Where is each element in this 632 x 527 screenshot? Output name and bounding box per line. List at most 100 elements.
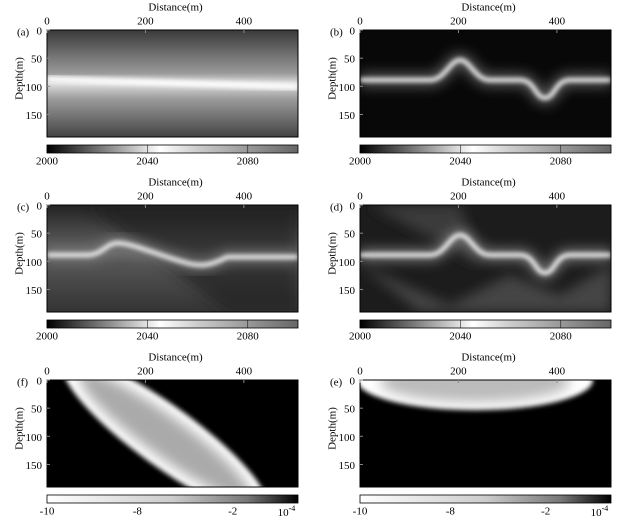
panel-label: (e) [330, 377, 343, 389]
image-frame [46, 204, 299, 313]
y-axis-label: Depth(m) [14, 57, 26, 100]
colorbar [46, 494, 299, 504]
x-tick-label: 200 [450, 191, 467, 203]
y-tick-label: 50 [31, 54, 43, 66]
tick-exponent: -4 [289, 504, 296, 513]
y-tick-label: 100 [339, 432, 356, 444]
colorbar-tick-label: 2040 [449, 156, 472, 168]
x-axis-label: Distance(m) [461, 2, 516, 14]
colorbar-tick-label: -10 [353, 506, 368, 518]
panel-image [47, 30, 298, 137]
colorbar-tick-label: 2000 [36, 331, 59, 343]
image-frame [359, 379, 612, 488]
colorbar-tick-label: 2080 [237, 156, 260, 168]
colorbar-tick-label: 2000 [36, 156, 59, 168]
colorbar-tick-label: 2000 [349, 331, 372, 343]
x-tick-label: 400 [549, 16, 566, 28]
image-frame [359, 29, 612, 138]
y-tick-label: 100 [26, 82, 43, 94]
texture [370, 205, 480, 265]
panel-image [360, 380, 611, 487]
x-tick-label: 0 [357, 191, 363, 203]
panel: Distance(m) (d) Depth(m) 0 200 400 0 50 100 150 20… [327, 177, 612, 343]
colorbar-tick-label: 2080 [550, 331, 573, 343]
y-tick-label: 100 [26, 257, 43, 269]
x-tick-label: 200 [137, 191, 154, 203]
panel-label: (c) [17, 202, 30, 214]
y-tick-label: 150 [26, 110, 43, 122]
panel-label: (b) [330, 27, 343, 39]
x-tick-label: 400 [549, 366, 566, 378]
y-tick-label: 150 [26, 460, 43, 472]
y-tick-label: 0 [350, 201, 356, 213]
x-axis-label: Distance(m) [148, 352, 203, 364]
colorbar-tick-label: 2080 [237, 331, 260, 343]
y-tick-label: 150 [339, 110, 356, 122]
y-axis-label: Depth(m) [14, 407, 26, 450]
panel: Distance(m) (a) Depth(m) 0 200 400 0 50 100 150 20… [14, 2, 299, 168]
colorbar-tick-label: -2 [228, 506, 237, 518]
y-tick-label: 50 [344, 229, 356, 241]
reflector-glow [47, 76, 298, 90]
panel-label: (f) [17, 377, 28, 389]
x-axis-label: Distance(m) [148, 2, 203, 14]
y-axis-label: Depth(m) [327, 407, 339, 450]
y-tick-label: 50 [31, 404, 43, 416]
panel-label: (d) [330, 202, 343, 214]
image-frame [46, 29, 299, 138]
colorbar-tick-label: -2 [541, 506, 550, 518]
tick-base: 10 [591, 507, 603, 519]
colorbar-tick-label: 2040 [136, 156, 159, 168]
panel-image [47, 205, 298, 312]
colorbar-tick-label: 2000 [349, 156, 372, 168]
panel: Distance(m) (e) Depth(m) 0 200 400 0 50 100 150 -1… [327, 352, 612, 519]
ellipse-inner [380, 380, 570, 402]
y-tick-label: 50 [344, 404, 356, 416]
y-axis-label: Depth(m) [327, 57, 339, 100]
colorbar [46, 319, 299, 329]
x-tick-label: 200 [137, 16, 154, 28]
y-tick-label: 50 [344, 54, 356, 66]
x-tick-label: 0 [44, 16, 50, 28]
y-tick-label: 0 [350, 376, 356, 388]
image-frame [46, 379, 299, 488]
y-tick-label: 100 [26, 432, 43, 444]
panel-label: (a) [17, 27, 30, 39]
colorbar-tick-label: 10-4 [278, 504, 296, 519]
x-tick-label: 400 [236, 191, 253, 203]
colorbar-tick-label: 2040 [136, 331, 159, 343]
x-tick-label: 0 [357, 366, 363, 378]
colorbar-tick-label: -8 [133, 506, 143, 518]
panel: Distance(m) (f) Depth(m) 0 200 400 0 50 100 150 -1… [14, 352, 299, 519]
panel: Distance(m) (b) Depth(m) 0 200 400 0 50 100 150 20… [327, 2, 612, 168]
colorbar-tick-label: -8 [446, 506, 456, 518]
x-tick-label: 0 [44, 191, 50, 203]
colorbar [46, 144, 299, 154]
colorbar-tick-label: 2040 [449, 331, 472, 343]
ellipse-inner [79, 380, 251, 487]
panel-image [360, 30, 611, 137]
colorbar [359, 319, 612, 329]
x-axis-label: Distance(m) [461, 352, 516, 364]
x-tick-label: 200 [137, 366, 154, 378]
panel: Distance(m) (c) Depth(m) 0 200 400 0 50 100 150 20… [14, 177, 299, 343]
y-tick-label: 50 [31, 229, 43, 241]
tick-exponent: -4 [602, 504, 609, 513]
y-tick-label: 150 [26, 285, 43, 297]
y-tick-label: 150 [339, 460, 356, 472]
tick-base: 10 [278, 507, 290, 519]
y-tick-label: 100 [339, 257, 356, 269]
y-axis-label: Depth(m) [327, 232, 339, 275]
panel-image [360, 205, 611, 312]
y-tick-label: 150 [339, 285, 356, 297]
y-tick-label: 0 [37, 201, 43, 213]
y-tick-label: 0 [37, 26, 43, 38]
x-tick-label: 0 [44, 366, 50, 378]
y-axis-label: Depth(m) [14, 232, 26, 275]
y-tick-label: 0 [350, 26, 356, 38]
y-tick-label: 100 [339, 82, 356, 94]
colorbar-tick-label: 2080 [550, 156, 573, 168]
x-axis-label: Distance(m) [461, 177, 516, 189]
x-tick-label: 0 [357, 16, 363, 28]
